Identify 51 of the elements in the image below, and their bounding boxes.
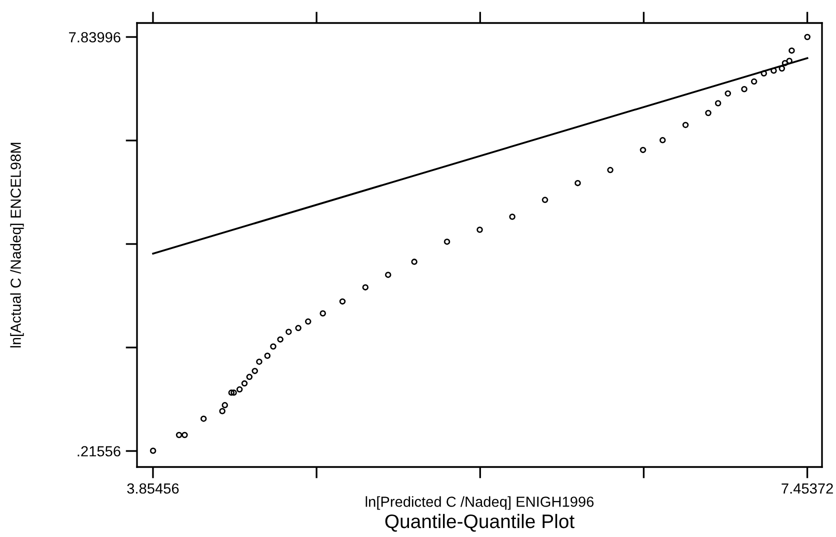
point	[295, 324, 302, 332]
point	[228, 390, 235, 396]
y-tick-label: .21556	[78, 446, 120, 456]
text: Quantile-Quantile Plot	[385, 514, 574, 532]
point	[760, 70, 768, 77]
point	[476, 226, 483, 233]
point	[750, 78, 758, 85]
point	[778, 65, 786, 72]
point	[574, 180, 581, 186]
point	[222, 402, 228, 408]
point	[286, 328, 292, 335]
point	[705, 110, 712, 116]
point	[219, 408, 226, 414]
point	[788, 47, 795, 54]
y-axis-title: ln[Actual C /Nadeq] ENCEL98M	[10, 142, 24, 348]
point	[150, 448, 156, 454]
point	[384, 272, 392, 278]
point	[411, 258, 418, 265]
y-tick-label: 7.83996	[69, 32, 120, 42]
x-axis-title: ln[Predicted C /Nadeq] ENIGH1996	[366, 496, 594, 510]
point	[770, 68, 777, 74]
point	[236, 386, 243, 393]
point	[241, 380, 248, 387]
point	[724, 90, 732, 97]
point	[270, 343, 276, 350]
point	[714, 100, 722, 106]
point	[230, 390, 237, 396]
point	[509, 214, 516, 220]
point	[339, 298, 346, 305]
x-tick-label: 7.45372	[782, 483, 833, 494]
point	[264, 352, 271, 359]
point	[607, 166, 614, 174]
point	[640, 146, 646, 154]
point	[660, 137, 666, 144]
x-tick-label: 3.85456	[127, 483, 179, 494]
point	[277, 336, 284, 343]
point	[782, 60, 788, 66]
point	[256, 358, 262, 365]
point	[252, 368, 258, 374]
point	[362, 284, 369, 290]
point	[444, 238, 450, 245]
point	[176, 432, 182, 438]
point	[542, 196, 548, 204]
point	[682, 122, 689, 128]
point	[182, 432, 188, 438]
point	[305, 318, 312, 325]
point	[320, 310, 326, 317]
point	[246, 374, 253, 380]
point	[804, 34, 810, 40]
point	[741, 86, 748, 92]
point	[200, 416, 207, 422]
